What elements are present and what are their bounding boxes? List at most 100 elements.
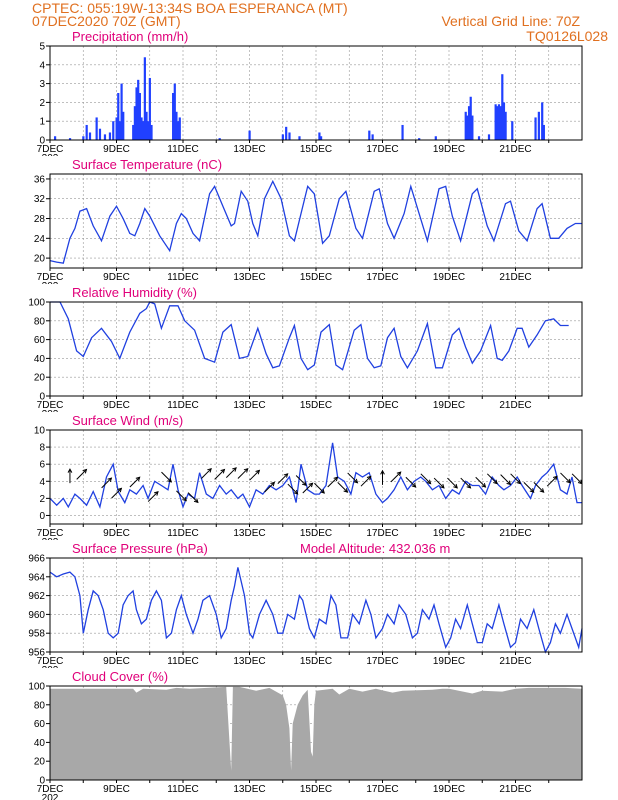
precip-bar: [371, 134, 374, 140]
wind-arrow-shaft: [237, 468, 249, 479]
wind-arrow: [277, 473, 289, 484]
panel-4: 956 958 960 962 964 966 7DEC 9DEC 11DEC 13DEC 15DE…: [28, 541, 583, 676]
x-tick-label: 19DEC: [433, 144, 465, 155]
precip-bar: [118, 121, 122, 140]
panel-3: 0 2 4 6 8 10 7DEC 9DEC 11DEC 13DEC 15DEC 17DEC 19DEC…: [34, 413, 583, 548]
y-tick-label: 0: [39, 776, 45, 787]
wind-arrow-head: [243, 467, 249, 473]
wind-arrow-shaft: [187, 492, 199, 503]
precip-bar: [140, 117, 143, 140]
y-tick-label: 28: [34, 214, 46, 225]
precip-bar: [98, 128, 102, 140]
x-tick-label: 15DEC: [300, 272, 332, 283]
wind-arrow-shaft: [201, 468, 212, 479]
x-tick-label: 7DEC: [37, 784, 64, 795]
wind-arrow: [225, 467, 237, 478]
wind-arrow-head: [293, 489, 299, 495]
x-tick-label: 15DEC: [300, 656, 332, 667]
wind-arrow-head: [333, 476, 339, 482]
wind-arrow: [433, 477, 445, 489]
x-tick-label: 9DEC: [103, 272, 130, 283]
x-tick-label: 13DEC: [233, 656, 265, 667]
wind-arrow: [264, 481, 276, 493]
wind-arrow-head: [270, 481, 276, 487]
x-tick-label: 13DEC: [233, 272, 265, 283]
wind-arrow-shaft: [295, 475, 307, 486]
wind-arrow: [76, 468, 88, 480]
label-mask: [30, 284, 70, 296]
x-tick-label: 21DEC: [499, 656, 531, 667]
wind-arrow-shaft: [314, 482, 325, 494]
x-tick-label: 19DEC: [433, 784, 465, 795]
precip-bar: [401, 124, 404, 140]
wind-arrow: [380, 469, 385, 485]
precip-bar: [496, 106, 499, 140]
wind-arrow: [187, 492, 199, 504]
x-tick-label: 13DEC: [233, 400, 265, 411]
y-tick-label: 80: [34, 700, 46, 711]
y-tick-label: 958: [28, 629, 45, 640]
label-mask: [30, 156, 70, 168]
precip-bar: [95, 117, 98, 140]
x-tick-label: 17DEC: [366, 656, 398, 667]
wind-arrow: [161, 471, 173, 483]
x-tick-label: 11DEC: [167, 144, 199, 155]
wind-arrow-shaft: [447, 477, 458, 489]
wind-arrow-head: [153, 491, 159, 496]
precip-bar: [115, 117, 118, 140]
precip-bar: [173, 83, 176, 140]
wind-arrow-head: [107, 477, 113, 483]
wind-arrow-shaft: [287, 483, 298, 495]
wind-arrow: [447, 477, 458, 489]
header-date: 07DEC2020 70Z (GMT): [32, 13, 181, 29]
precip-bar: [175, 111, 178, 140]
wind-arrow-head: [466, 483, 472, 489]
wind-arrow-head: [117, 487, 123, 493]
precip-bar: [218, 138, 221, 140]
y-tick-label: 24: [34, 234, 46, 245]
y-tick-label: 962: [28, 591, 45, 602]
wind-arrow-head: [516, 479, 522, 485]
panel-frame: [49, 429, 583, 525]
precip-bar: [298, 136, 301, 140]
y-tick-label: 0: [39, 136, 45, 147]
panel-2: 0 20 40 60 80 100 7DEC 9DEC 11DEC 13DEC 15DEC 17DEC…: [28, 285, 583, 420]
wind-arrow-head: [566, 478, 572, 484]
panel-subtitle: Model Altitude: 432.036 m: [300, 541, 450, 556]
series-line: [49, 179, 582, 264]
wind-arrow: [460, 477, 472, 489]
precip-bar: [542, 124, 545, 140]
x-tick-label: 19DEC: [433, 656, 465, 667]
wind-arrow: [237, 467, 249, 479]
precip-bar: [534, 117, 537, 140]
wind-arrow: [533, 482, 545, 493]
x-tick-label: 15DEC: [300, 528, 332, 539]
y-tick-label: 100: [28, 682, 45, 693]
wind-arrow-shaft: [176, 490, 187, 502]
wind-arrow-shaft: [161, 471, 172, 483]
precip-bar: [147, 121, 150, 140]
wind-arrow-head: [343, 488, 349, 493]
precip-bar: [467, 106, 471, 140]
wind-arrow-shaft: [264, 482, 275, 493]
wind-arrow: [546, 475, 558, 487]
wind-arrow: [420, 473, 432, 485]
x-tick-label: 9DEC: [103, 400, 130, 411]
x-tick-label: 19DEC: [433, 400, 465, 411]
x-tick-label: 7DEC: [37, 272, 64, 283]
wind-arrow: [390, 471, 402, 483]
wind-arrow: [510, 473, 522, 485]
wind-arrow: [176, 490, 187, 502]
wind-arrow-shaft: [571, 473, 583, 484]
precip-bar: [511, 121, 514, 140]
wind-arrow: [302, 482, 314, 494]
precip-bar: [88, 132, 92, 140]
precip-bar: [137, 79, 140, 140]
wind-arrow: [147, 491, 159, 502]
y-tick-label: 2: [39, 494, 45, 505]
y-tick-label: 60: [34, 719, 46, 730]
x-tick-label: 7DEC: [37, 528, 64, 539]
y-tick-label: 20: [34, 254, 46, 265]
wind-arrow-head: [366, 475, 372, 481]
wind-arrow-head: [552, 475, 558, 481]
